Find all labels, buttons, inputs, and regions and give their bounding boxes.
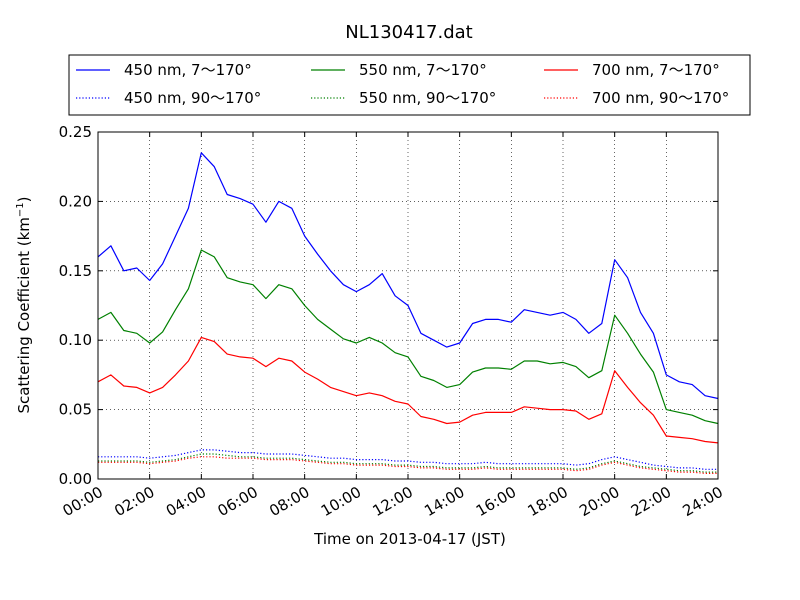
x-tick-label: 14:00 (421, 483, 467, 520)
legend-label-4: 700 nm, 7～170° (592, 61, 720, 79)
plot-area: 00:00 02:00 04:00 06:00 08:00 10:00 12:00 14:00… (59, 123, 726, 520)
legend-box (68, 54, 751, 116)
x-tick-label: 20:00 (576, 483, 622, 520)
x-axis-label: Time on 2013-04-17 (JST) (313, 530, 506, 548)
x-tick-label: 00:00 (60, 483, 106, 520)
series-line-1 (98, 449, 718, 470)
series-line-2 (97, 249, 719, 425)
x-tick-label: 22:00 (628, 483, 674, 520)
legend-label-3: 550 nm, 90～170° (359, 89, 496, 107)
y-tick-label: 0.20 (59, 192, 92, 210)
x-tick-label: 24:00 (680, 483, 726, 520)
y-tick-label: 0.15 (59, 262, 92, 280)
y-axis-ticks: 0.00 0.05 0.10 0.15 0.20 0.25 (59, 123, 718, 488)
x-tick-label: 06:00 (215, 483, 261, 520)
series-line-3 (98, 453, 718, 473)
x-tick-label: 12:00 (370, 483, 416, 520)
series-line-5 (98, 456, 718, 474)
x-tick-label: 04:00 (163, 483, 209, 520)
y-tick-label: 0.25 (59, 123, 92, 141)
y-axis-label: Scattering Coefficient (km−1) (15, 196, 33, 413)
y-axis-label-close: ) (15, 196, 33, 202)
chart-legend: 450 nm, 7～170° 550 nm, 7～170° 700 nm, 7～17… (68, 54, 751, 116)
chart-title: NL130417.dat (345, 22, 472, 43)
legend-label-5: 700 nm, 90～170° (592, 89, 729, 107)
x-tick-label: 02:00 (111, 483, 157, 520)
y-tick-label: 0.10 (59, 331, 92, 349)
x-tick-label: 18:00 (525, 483, 571, 520)
series-lines (97, 152, 719, 474)
y-tick-label: 0.00 (59, 470, 92, 488)
legend-label-2: 550 nm, 7～170° (359, 61, 487, 79)
x-tick-label: 16:00 (473, 483, 519, 520)
x-tick-label: 08:00 (266, 483, 312, 520)
y-tick-label: 0.05 (59, 401, 92, 419)
x-tick-label: 10:00 (318, 483, 364, 520)
series-line-0 (97, 152, 719, 400)
legend-label-0: 450 nm, 7～170° (124, 61, 252, 79)
y-axis-label-exponent: −1 (15, 202, 26, 217)
y-axis-label-main: Scattering Coefficient (km (15, 217, 33, 413)
legend-label-1: 450 nm, 90～170° (124, 89, 261, 107)
series-line-4 (97, 336, 719, 444)
